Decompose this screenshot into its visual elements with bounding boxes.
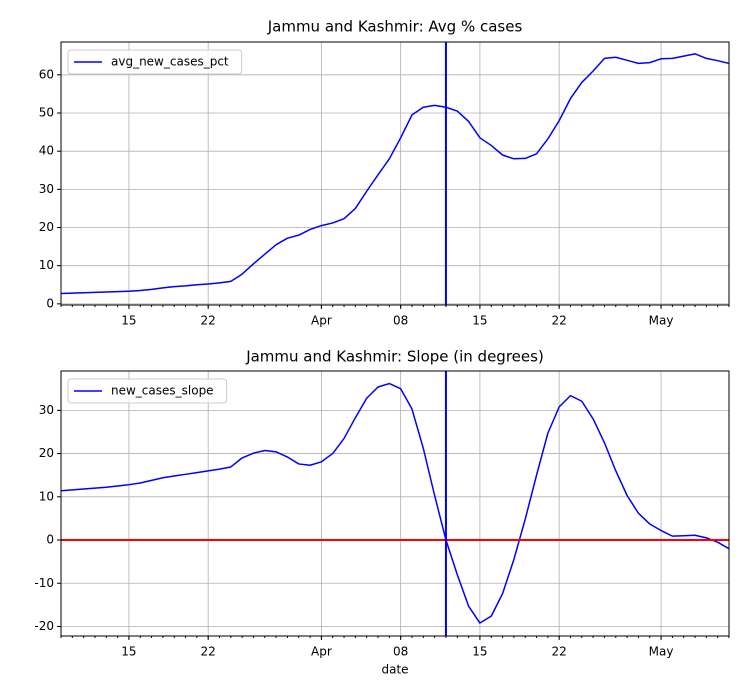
y-tick-label: 0	[46, 533, 54, 547]
x-tick-label: May	[649, 645, 674, 659]
x-tick-label: Apr	[311, 645, 332, 659]
y-tick-label: 30	[39, 403, 54, 417]
x-tick-label: 15	[472, 314, 487, 328]
chart-title: Jammu and Kashmir: Avg % cases	[267, 18, 523, 36]
x-tick-label: Apr	[311, 314, 332, 328]
x-tick-label: 15	[472, 645, 487, 659]
y-tick-label: 10	[39, 258, 54, 272]
y-tick-label: 0	[46, 296, 54, 310]
x-tick-label: 22	[552, 314, 567, 328]
x-tick-label: May	[649, 314, 674, 328]
x-tick-label: 15	[121, 314, 136, 328]
y-tick-label: 50	[39, 105, 54, 119]
y-tick-label: -20	[34, 619, 54, 633]
y-tick-label: 40	[39, 144, 54, 158]
y-tick-label: 30	[39, 182, 54, 196]
legend: avg_new_cases_pct	[67, 49, 243, 75]
legend-label: avg_new_cases_pct	[111, 55, 229, 69]
y-tick-label: -10	[34, 576, 54, 590]
plot-area	[61, 371, 729, 636]
legend: new_cases_slope	[67, 378, 228, 404]
x-tick-label: 22	[201, 314, 216, 328]
axes-frame	[60, 370, 730, 637]
y-tick-label: 10	[39, 489, 54, 503]
y-tick-label: 60	[39, 67, 54, 81]
x-tick-label: 22	[201, 645, 216, 659]
x-tick-label: 08	[393, 645, 408, 659]
data-line	[61, 382, 729, 624]
x-tick-label: 15	[121, 645, 136, 659]
x-axis-label: date	[381, 663, 408, 677]
y-tick-label: 20	[39, 220, 54, 234]
legend-box	[67, 49, 243, 75]
legend-label: new_cases_slope	[111, 384, 214, 398]
axes-frame	[60, 41, 730, 306]
chart-title: Jammu and Kashmir: Slope (in degrees)	[245, 348, 544, 366]
plot-area	[61, 42, 729, 305]
legend-box	[67, 378, 228, 404]
data-line	[61, 53, 729, 295]
y-tick-label: 20	[39, 446, 54, 460]
x-tick-label: 22	[552, 645, 567, 659]
x-tick-label: 08	[393, 314, 408, 328]
